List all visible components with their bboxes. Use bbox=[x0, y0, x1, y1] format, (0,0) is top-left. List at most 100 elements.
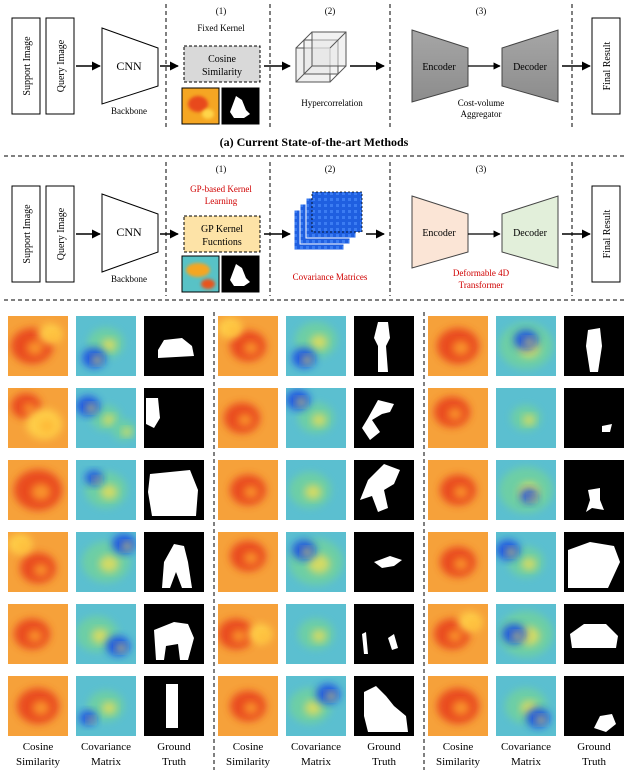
column-label-line1: Covariance bbox=[81, 741, 131, 753]
covariance-matrix-map bbox=[496, 604, 556, 664]
top-pipeline: Support Image Query Image CNN Backbone (… bbox=[11, 4, 621, 149]
top-aggregator-line2: Aggregator bbox=[461, 109, 502, 119]
covariance-matrix-map bbox=[76, 460, 136, 520]
cosine-similarity-map bbox=[218, 676, 278, 736]
column-label-line2: Truth bbox=[582, 756, 607, 768]
bottom-support-image-label: Support Image bbox=[22, 204, 33, 264]
cosine-similarity-map bbox=[428, 460, 488, 520]
cosine-similarity-map bbox=[428, 676, 488, 736]
top-stage3-number: (3) bbox=[476, 6, 487, 16]
cosine-similarity-map bbox=[8, 604, 68, 664]
top-encoder: Encoder bbox=[411, 29, 469, 103]
bottom-covariance-label: Covariance Matrices bbox=[293, 272, 368, 282]
bottom-covariance-cubes bbox=[293, 191, 363, 251]
cosine-similarity-map bbox=[8, 676, 68, 736]
bottom-backbone-label: Backbone bbox=[111, 274, 147, 284]
bottom-cnn-backbone: CNN Backbone bbox=[101, 193, 159, 284]
top-caption: (a) Current State-of-the-art Methods bbox=[220, 135, 409, 149]
column-label-line2: Similarity bbox=[226, 756, 271, 768]
covariance-matrix-map bbox=[286, 676, 346, 736]
bottom-support-image-box: Support Image bbox=[11, 185, 41, 283]
ground-truth-mask bbox=[564, 676, 624, 736]
bottom-stage1-number: (1) bbox=[216, 164, 227, 174]
top-cnn-label: CNN bbox=[116, 59, 142, 73]
ground-truth-mask bbox=[354, 460, 414, 520]
bottom-kernel-line1: GP Kernel bbox=[201, 224, 243, 235]
bottom-final-result-label: Final Result bbox=[602, 209, 613, 258]
bottom-final-result-box: Final Result bbox=[591, 185, 621, 283]
column-label-line1: Cosine bbox=[443, 741, 474, 753]
bottom-query-image-box: Query Image bbox=[45, 185, 75, 283]
covariance-matrix-map bbox=[76, 388, 136, 448]
top-support-image-box: Support Image bbox=[11, 17, 41, 115]
bottom-encoder-label: Encoder bbox=[422, 228, 456, 239]
ground-truth-mask bbox=[564, 388, 624, 448]
top-encoder-label: Encoder bbox=[422, 62, 456, 73]
covariance-matrix-map bbox=[496, 676, 556, 736]
bottom-cnn-label: CNN bbox=[116, 225, 142, 239]
ground-truth-mask bbox=[354, 316, 414, 376]
top-support-image-label: Support Image bbox=[22, 36, 33, 96]
top-hypercorrelation-label: Hypercorrelation bbox=[301, 98, 363, 108]
top-decoder: Decoder bbox=[501, 29, 559, 103]
column-label-line2: Similarity bbox=[436, 756, 481, 768]
bottom-stage1-title-line2: Learning bbox=[205, 196, 238, 206]
top-query-image-box: Query Image bbox=[45, 17, 75, 115]
column-label-line1: Covariance bbox=[501, 741, 551, 753]
covariance-matrix-map bbox=[496, 388, 556, 448]
cosine-similarity-map bbox=[8, 532, 68, 592]
top-cnn-backbone: CNN Backbone bbox=[101, 27, 159, 116]
bottom-transformer-line1: Deformable 4D bbox=[453, 268, 510, 278]
covariance-matrix-map bbox=[76, 532, 136, 592]
covariance-matrix-map bbox=[496, 532, 556, 592]
ground-truth-mask bbox=[564, 316, 624, 376]
top-kernel-line1: Cosine bbox=[208, 54, 236, 65]
bottom-stage3-number: (3) bbox=[476, 164, 487, 174]
covariance-matrix-map bbox=[286, 388, 346, 448]
result-grid: Cosine Similarity Covariance Matrix Ground Tr… bbox=[8, 312, 624, 770]
top-kernel-line2: Similarity bbox=[202, 67, 242, 78]
column-label-line2: Truth bbox=[372, 756, 397, 768]
bottom-kernel-line2: Fucntions bbox=[202, 237, 242, 248]
top-decoder-label: Decoder bbox=[513, 62, 548, 73]
column-label-line1: Covariance bbox=[291, 741, 341, 753]
ground-truth-mask bbox=[354, 604, 414, 664]
top-final-result-label: Final Result bbox=[602, 41, 613, 90]
bottom-encoder: Encoder bbox=[411, 195, 469, 269]
cosine-similarity-map bbox=[218, 388, 278, 448]
bottom-query-image-label: Query Image bbox=[56, 207, 67, 260]
column-label-line1: Cosine bbox=[233, 741, 264, 753]
cosine-similarity-map bbox=[428, 388, 488, 448]
covariance-matrix-map bbox=[496, 460, 556, 520]
cosine-similarity-map bbox=[8, 316, 68, 376]
top-stage1-title: Fixed Kernel bbox=[197, 23, 245, 33]
ground-truth-mask bbox=[144, 676, 204, 736]
cosine-similarity-map bbox=[218, 604, 278, 664]
covariance-matrix-map bbox=[286, 532, 346, 592]
covariance-matrix-map bbox=[76, 676, 136, 736]
cosine-similarity-map bbox=[218, 316, 278, 376]
bottom-stage2-number: (2) bbox=[325, 164, 336, 174]
column-label-line2: Matrix bbox=[301, 756, 331, 768]
covariance-matrix-map bbox=[76, 604, 136, 664]
ground-truth-mask bbox=[564, 604, 624, 664]
ground-truth-mask bbox=[144, 388, 204, 448]
top-hypercorrelation-cube bbox=[295, 31, 347, 83]
bottom-decoder-label: Decoder bbox=[513, 228, 548, 239]
cosine-similarity-map bbox=[428, 532, 488, 592]
ground-truth-mask bbox=[354, 388, 414, 448]
cosine-similarity-map bbox=[218, 532, 278, 592]
column-label-line2: Matrix bbox=[91, 756, 121, 768]
bottom-transformer-line2: Transformer bbox=[459, 280, 504, 290]
ground-truth-mask bbox=[144, 460, 204, 520]
bottom-gp-kernel-box: GP Kernel Fucntions bbox=[183, 215, 261, 253]
bottom-decoder: Decoder bbox=[501, 195, 559, 269]
column-label-line1: Ground bbox=[577, 741, 611, 753]
cosine-similarity-map bbox=[428, 604, 488, 664]
top-stage2-number: (2) bbox=[325, 6, 336, 16]
top-stage1-number: (1) bbox=[216, 6, 227, 16]
bottom-stage1-title-line1: GP-based Kernel bbox=[190, 184, 252, 194]
covariance-matrix-map bbox=[286, 316, 346, 376]
ground-truth-mask bbox=[144, 316, 204, 376]
